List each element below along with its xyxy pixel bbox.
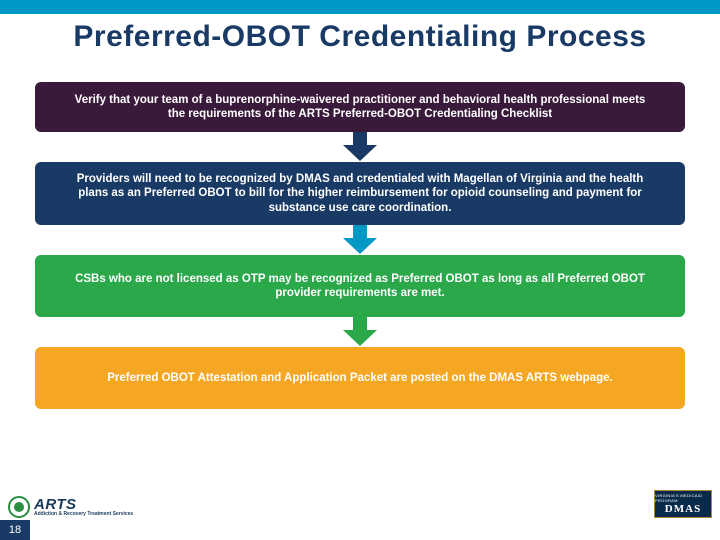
dmas-logo-top: VIRGINIA'S MEDICAID PROGRAM [655, 493, 711, 503]
dmas-logo-main: DMAS [665, 503, 701, 515]
arts-logo: ARTS Addiction & Recovery Treatment Serv… [8, 496, 133, 518]
page-number: 18 [0, 520, 30, 540]
arts-logo-text: ARTS [34, 497, 133, 512]
arrow-down-icon [35, 225, 685, 255]
slide: Preferred-OBOT Credentialing Process Ver… [0, 0, 720, 540]
top-accent-bar [0, 0, 720, 14]
process-step-4: Preferred OBOT Attestation and Applicati… [35, 347, 685, 409]
process-step-3: CSBs who are not licensed as OTP may be … [35, 255, 685, 317]
process-steps: Verify that your team of a buprenorphine… [35, 82, 685, 409]
footer: ARTS Addiction & Recovery Treatment Serv… [0, 484, 720, 540]
arts-logo-icon [8, 496, 30, 518]
process-step-2: Providers will need to be recognized by … [35, 162, 685, 225]
process-step-1: Verify that your team of a buprenorphine… [35, 82, 685, 132]
page-title: Preferred-OBOT Credentialing Process [0, 20, 720, 54]
arrow-down-icon [35, 132, 685, 162]
arts-logo-subtext: Addiction & Recovery Treatment Services [34, 512, 133, 517]
arrow-down-icon [35, 317, 685, 347]
dmas-logo: VIRGINIA'S MEDICAID PROGRAM DMAS [654, 490, 712, 518]
